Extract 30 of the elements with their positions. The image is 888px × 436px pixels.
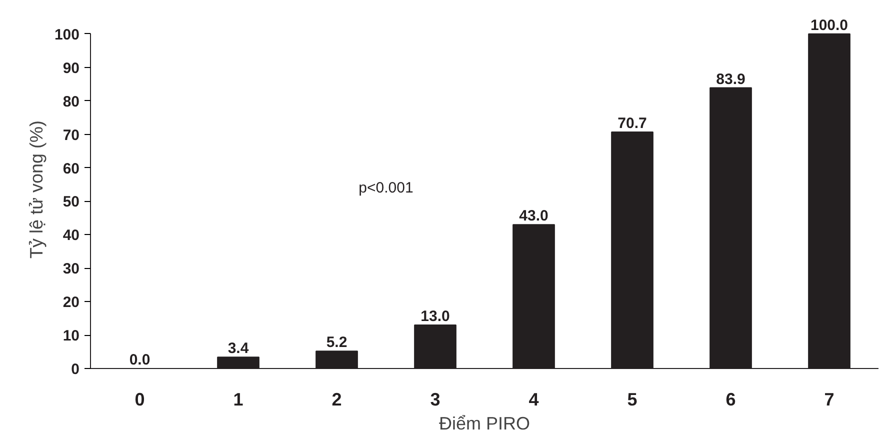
y-tick-label: 90	[62, 60, 80, 77]
y-axis-title: Tỷ lệ tử vong (%)	[26, 120, 46, 259]
y-tick-label: 20	[62, 294, 80, 312]
x-tick-label: 4	[528, 390, 539, 410]
x-tick-label: 3	[430, 390, 440, 410]
y-tick-label: 80	[62, 93, 80, 110]
data-label: 0.0	[129, 352, 150, 368]
data-label: 5.2	[326, 334, 348, 352]
x-tick-label: 6	[726, 390, 736, 410]
data-label: 83.9	[716, 70, 746, 88]
y-tick-label: 70	[62, 126, 80, 144]
data-label: 100.0	[810, 16, 848, 34]
x-tick-label: 2	[332, 390, 342, 410]
data-label: 3.4	[228, 340, 250, 358]
data-label: 13.0	[420, 308, 450, 326]
data-label: 43.0	[519, 208, 548, 225]
x-axis-title: Điểm PIRO	[438, 414, 530, 434]
data-label: 70.7	[618, 114, 647, 132]
y-tick-label: 40	[62, 227, 80, 244]
x-tick-label: 7	[824, 390, 834, 410]
y-tick-label: 0	[71, 361, 80, 378]
y-tick-label: 50	[62, 194, 80, 211]
y-tick-label: 100	[54, 26, 80, 44]
annotation: p<0.001	[358, 179, 414, 196]
y-tick-label: 10	[62, 328, 80, 345]
x-tick-label: 5	[627, 390, 638, 410]
x-tick-label: 1	[233, 390, 244, 410]
y-tick-label: 30	[62, 260, 80, 278]
x-tick-label: 0	[134, 390, 145, 410]
y-tick-label: 60	[62, 160, 80, 178]
